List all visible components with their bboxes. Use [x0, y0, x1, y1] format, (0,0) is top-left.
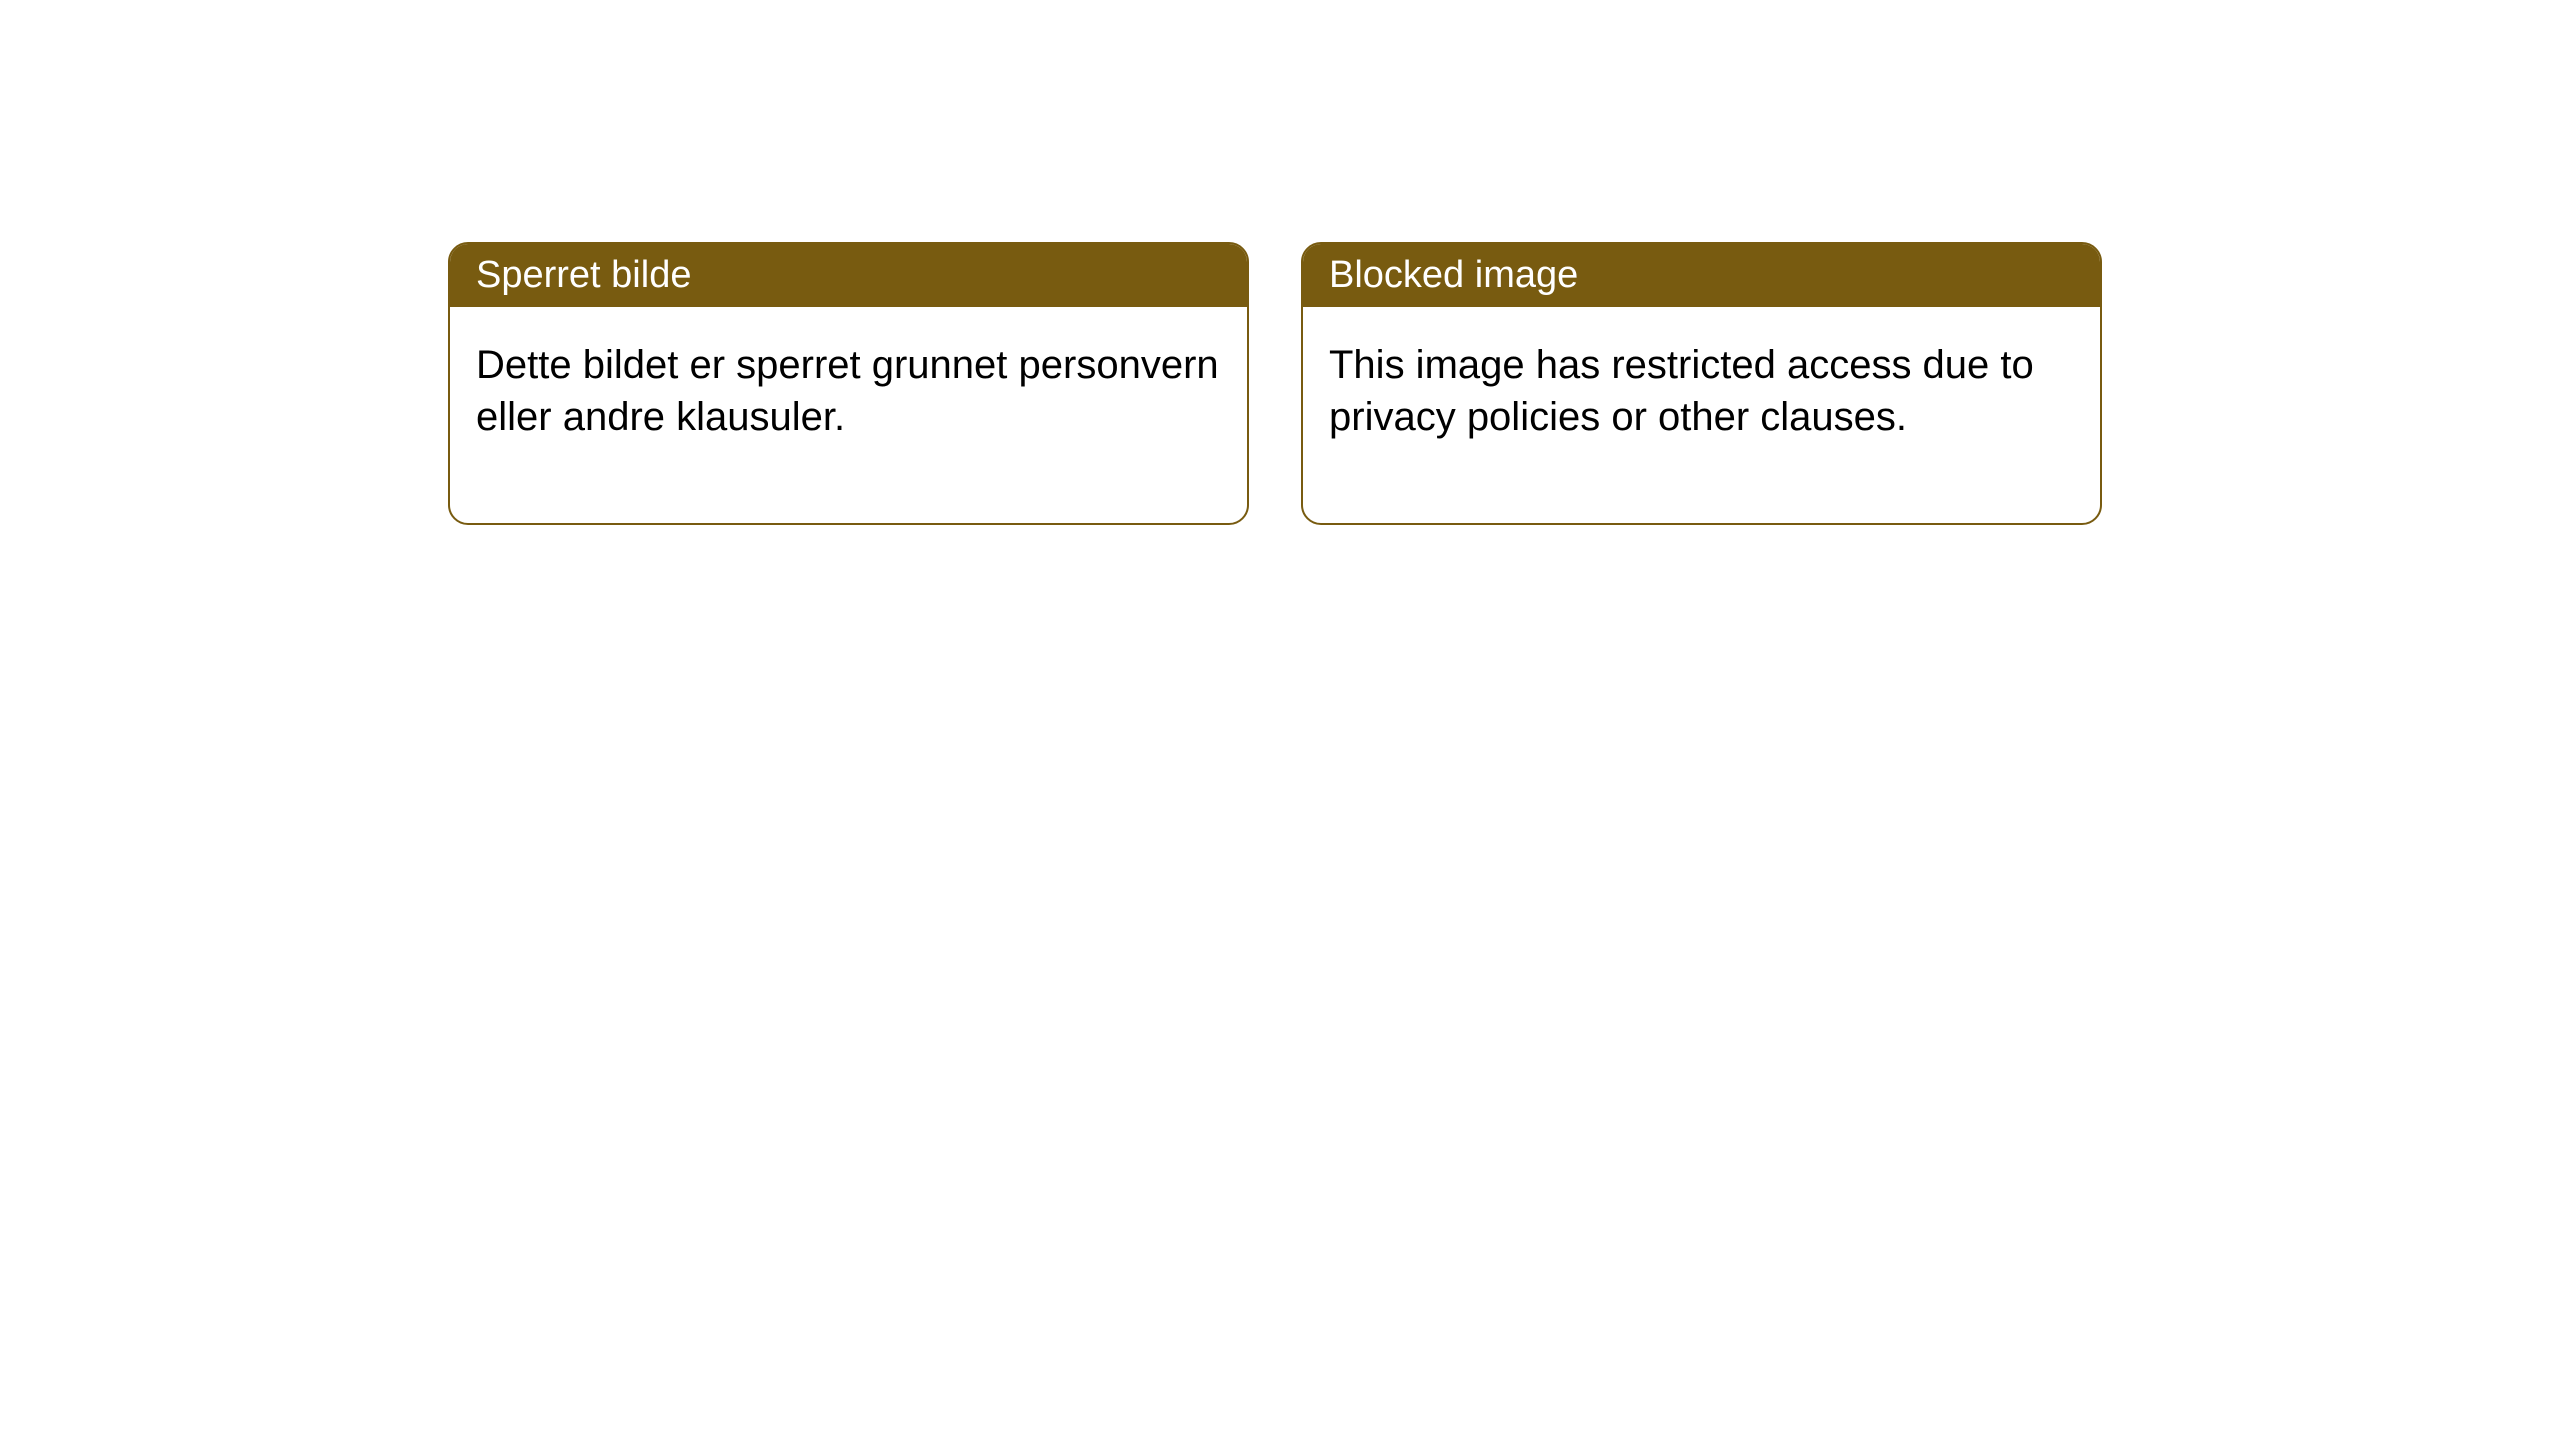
card-body: This image has restricted access due to …	[1303, 307, 2100, 523]
blocked-image-card-norwegian: Sperret bilde Dette bildet er sperret gr…	[448, 242, 1249, 525]
card-body: Dette bildet er sperret grunnet personve…	[450, 307, 1247, 523]
blocked-image-card-english: Blocked image This image has restricted …	[1301, 242, 2102, 525]
card-header: Sperret bilde	[450, 244, 1247, 307]
card-title: Sperret bilde	[476, 254, 691, 296]
card-title: Blocked image	[1329, 254, 1578, 296]
notice-cards-container: Sperret bilde Dette bildet er sperret gr…	[448, 242, 2102, 525]
card-body-text: Dette bildet er sperret grunnet personve…	[476, 343, 1219, 439]
card-body-text: This image has restricted access due to …	[1329, 343, 2034, 439]
card-header: Blocked image	[1303, 244, 2100, 307]
